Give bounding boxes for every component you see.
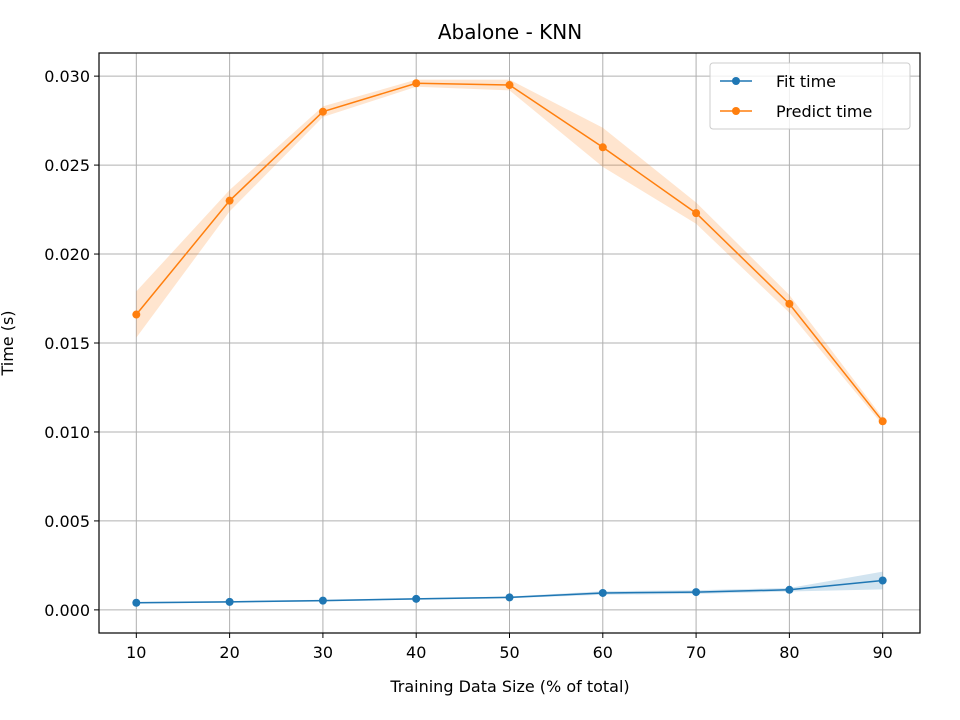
data-point-fit-time	[785, 585, 794, 594]
y-tick-label: 0.015	[44, 334, 90, 353]
legend-marker-predict-time	[732, 107, 740, 115]
grid	[99, 53, 920, 633]
data-point-predict-time	[598, 143, 607, 152]
y-axis-label: Time (s)	[0, 310, 17, 376]
x-tick-label: 80	[779, 643, 799, 662]
axis-ticks: 10 20 30 40 50 60 70 80 90 0.000 0.005 0.010 0.015 0.…	[44, 67, 893, 662]
y-tick-label: 0.010	[44, 423, 90, 442]
x-tick-label: 30	[313, 643, 333, 662]
y-tick-label: 0.025	[44, 156, 90, 175]
data-point-fit-time	[692, 588, 701, 597]
data-point-predict-time	[878, 417, 887, 426]
series-lines	[132, 79, 887, 607]
x-tick-label: 70	[686, 643, 706, 662]
legend-label-predict-time: Predict time	[776, 102, 872, 121]
data-point-fit-time	[318, 596, 327, 605]
legend-marker-fit-time	[732, 77, 740, 85]
x-tick-label: 40	[406, 643, 426, 662]
x-tick-label: 60	[593, 643, 613, 662]
x-tick-label: 50	[499, 643, 519, 662]
data-point-predict-time	[505, 81, 514, 90]
y-tick-label: 0.020	[44, 245, 90, 264]
data-point-predict-time	[785, 299, 794, 308]
data-point-fit-time	[878, 576, 887, 585]
error-band-predict-time	[136, 79, 883, 425]
data-point-predict-time	[132, 310, 141, 319]
data-point-fit-time	[225, 597, 234, 606]
chart-title: Abalone - KNN	[438, 20, 582, 44]
legend: Fit time Predict time	[709, 62, 911, 130]
y-tick-label: 0.000	[44, 601, 90, 620]
data-point-predict-time	[318, 107, 327, 116]
y-tick-label: 0.030	[44, 67, 90, 86]
data-point-fit-time	[598, 588, 607, 597]
x-tick-label: 90	[873, 643, 893, 662]
legend-label-fit-time: Fit time	[776, 72, 836, 91]
data-point-predict-time	[692, 209, 701, 218]
x-axis-label: Training Data Size (% of total)	[389, 677, 629, 696]
x-tick-label: 10	[126, 643, 146, 662]
data-point-fit-time	[505, 593, 514, 602]
legend-box	[709, 62, 911, 130]
data-point-predict-time	[225, 196, 234, 205]
data-point-fit-time	[412, 594, 421, 603]
data-point-predict-time	[412, 79, 421, 88]
y-tick-label: 0.005	[44, 512, 90, 531]
x-tick-label: 20	[219, 643, 239, 662]
data-point-fit-time	[132, 598, 141, 607]
